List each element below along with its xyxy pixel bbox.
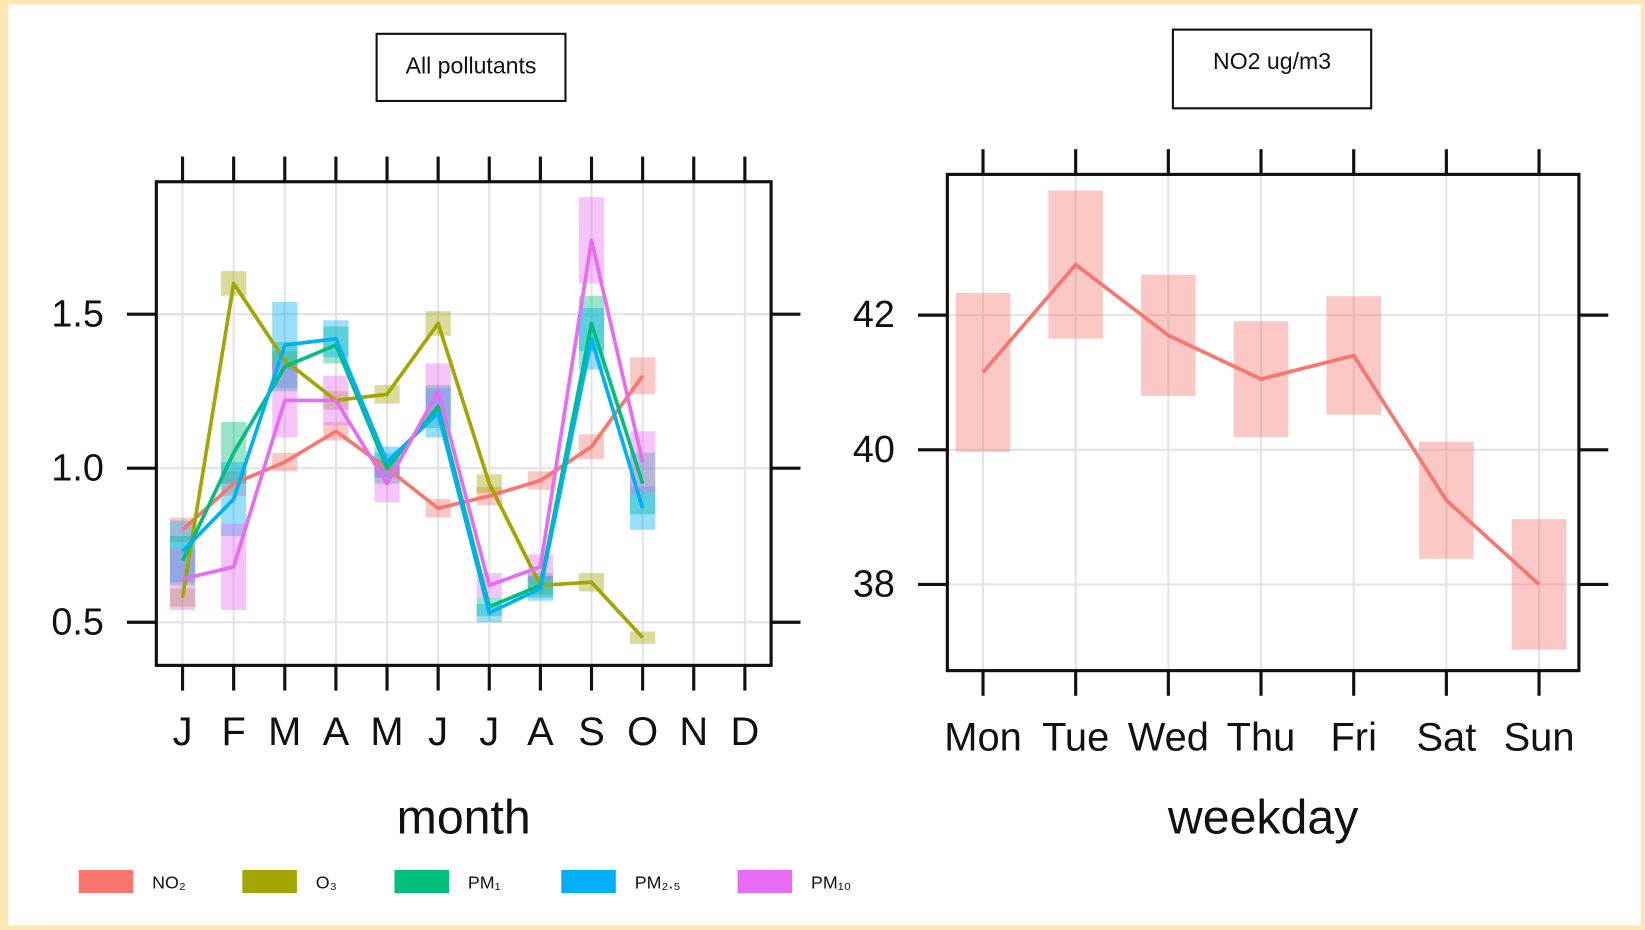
x-tick-label: J	[479, 710, 499, 754]
panel-background	[8, 4, 1641, 926]
legend-swatch	[394, 869, 450, 894]
plot-frame	[154, 180, 773, 667]
series-line	[981, 262, 1541, 586]
legend-swatch	[242, 869, 297, 894]
x-tick-label: M	[268, 710, 301, 754]
x-tick-label: F	[221, 710, 245, 754]
x-tick-label: A	[323, 710, 350, 754]
y-tick-label: 1.5	[51, 293, 103, 335]
x-tick-label: J	[173, 710, 193, 754]
plot-frame	[945, 172, 1581, 673]
y-tick-label: 0.5	[51, 601, 103, 643]
x-tick-label: Tue	[1042, 715, 1109, 759]
x-tick-label: A	[527, 710, 554, 754]
x-tick-label: J	[428, 710, 448, 754]
x-tick-label: O	[627, 710, 658, 754]
x-tick-label: Sat	[1416, 715, 1476, 759]
legend-label: PM₁	[468, 872, 501, 892]
x-tick-label: N	[679, 710, 708, 754]
y-tick-label: 38	[853, 564, 895, 606]
legend-swatch	[737, 869, 793, 894]
x-tick-label: Thu	[1227, 715, 1296, 759]
legend-label: NO₂	[152, 872, 186, 892]
series-line	[182, 238, 645, 588]
y-tick-label: 42	[853, 294, 895, 336]
x-tick-label: S	[578, 710, 605, 754]
series-line	[180, 281, 644, 639]
x-tick-label: D	[730, 710, 759, 754]
x-tick-label: Sun	[1504, 715, 1575, 759]
y-tick-label: 40	[853, 429, 895, 471]
legend-swatch	[561, 869, 616, 894]
x-axis-label: weekday	[1167, 790, 1359, 844]
chart-title: NO2 ug/m3	[1213, 48, 1331, 74]
legend-label: PM₁₀	[811, 872, 851, 892]
title-box	[375, 32, 567, 103]
error-band	[1511, 519, 1567, 650]
error-band	[955, 292, 1011, 452]
x-tick-label: Mon	[944, 715, 1022, 759]
legend-label: PM₂.₅	[635, 872, 681, 892]
chart-title: All pollutants	[406, 52, 537, 78]
x-tick-label: Fri	[1330, 715, 1376, 759]
x-tick-label: M	[370, 710, 403, 754]
y-tick-label: 1.0	[51, 447, 103, 489]
x-tick-label: Wed	[1128, 715, 1209, 759]
title-box	[1171, 28, 1373, 110]
legend-swatch	[78, 869, 134, 894]
legend-label: O₃	[316, 872, 337, 892]
x-axis-label: month	[397, 790, 531, 844]
